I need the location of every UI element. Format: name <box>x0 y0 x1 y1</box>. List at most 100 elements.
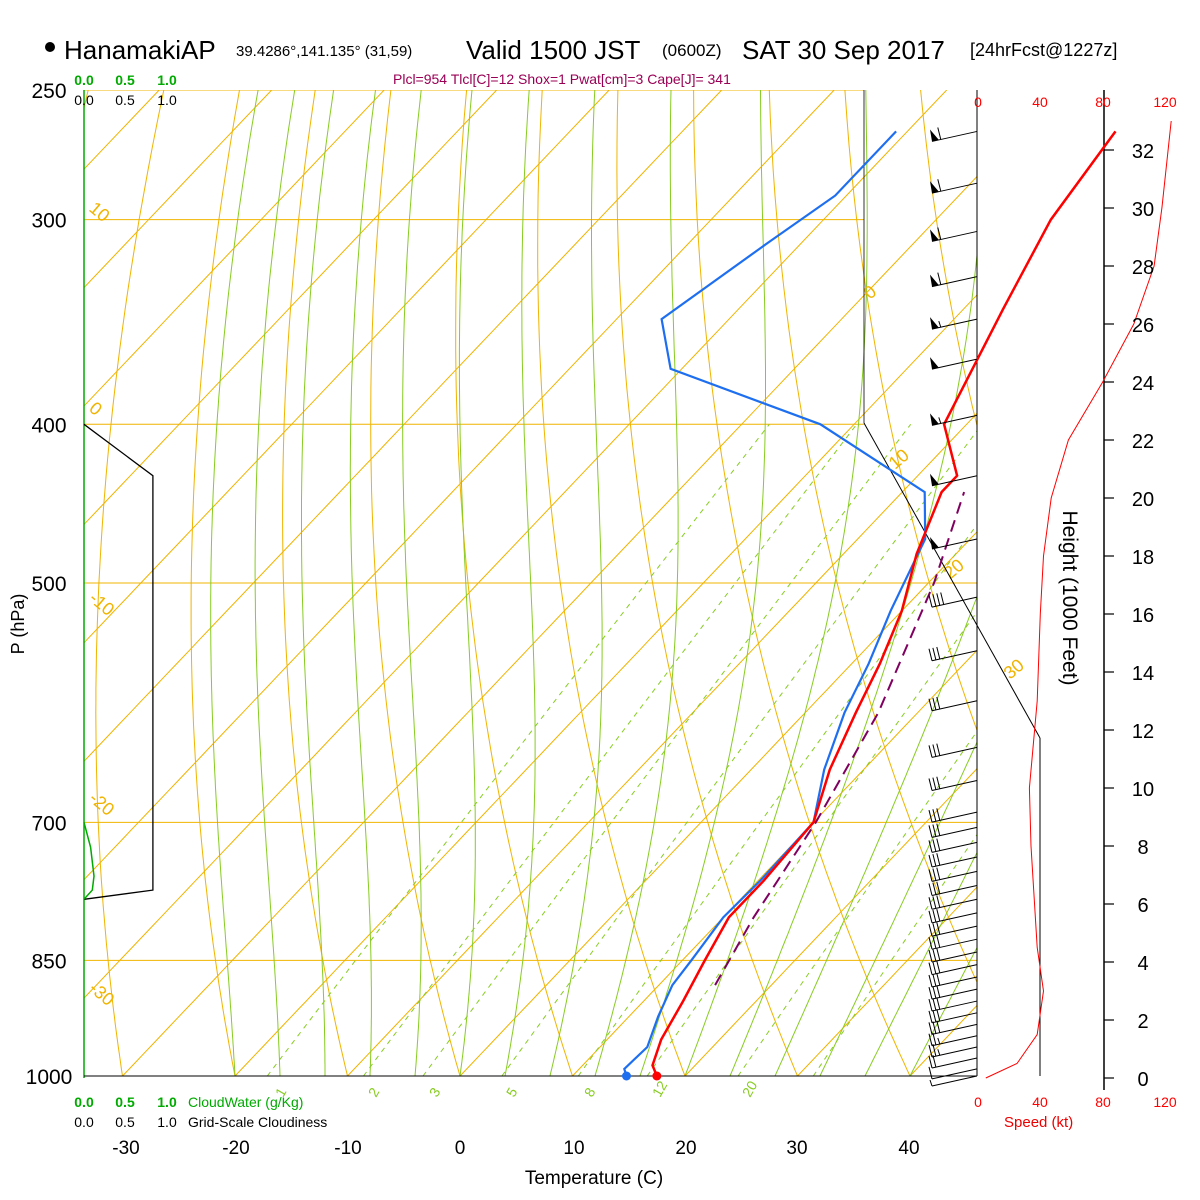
moist-adiabat-line <box>402 90 422 1077</box>
y-tick-label: 700 <box>31 812 66 835</box>
moist-adiabat-line <box>864 851 977 1077</box>
barb-full <box>936 646 941 660</box>
sounding-indices: Plcl=954 Tlcl[C]=12 Shox=1 Pwat[cm]=3 Ca… <box>393 71 731 87</box>
x-tick-label: 30 <box>786 1138 807 1159</box>
barb-full <box>936 593 941 606</box>
speed-tick-top: 40 <box>1032 94 1048 110</box>
isotherm-line <box>84 90 498 526</box>
height-tick-label: 22 <box>1132 431 1154 453</box>
height-tick-label: 12 <box>1132 721 1154 743</box>
wind-barb <box>928 808 978 823</box>
isotherm-line <box>572 649 977 1077</box>
dry-adiabat-line <box>95 90 165 1077</box>
wind-barb <box>928 935 978 950</box>
isotherm-line <box>84 90 723 763</box>
surface-dewpoint-dot <box>622 1071 631 1081</box>
valid-time: Valid 1500 JST <box>466 35 641 65</box>
mixing-ratio-line <box>577 523 977 1077</box>
barb-full <box>928 594 933 608</box>
y-tick-label: 500 <box>31 573 66 596</box>
barb-pennant <box>930 181 939 194</box>
wind-barb <box>930 179 978 194</box>
wind-barb <box>928 823 978 838</box>
profile-layer <box>83 120 1172 1081</box>
mixing-ratio-line <box>422 423 912 1077</box>
barb-full <box>928 937 933 950</box>
mixing-ratio-line <box>737 730 977 1077</box>
barb-full <box>932 839 937 852</box>
tick-labels: -30 -20 -10 0 10 20 30 402503004005007008501000… <box>26 72 1177 1159</box>
barb-full <box>936 922 941 935</box>
axis-titles: Temperature (C) P (hPa) Height (1000 Fee… <box>8 510 1081 1189</box>
barb-full <box>928 745 933 758</box>
height-tick-label: 24 <box>1132 373 1154 395</box>
wind-barb <box>930 272 978 288</box>
dry-adiabat-line <box>996 90 1200 1076</box>
barb-full <box>928 974 933 988</box>
barb-full <box>932 936 937 949</box>
wind-barbs <box>928 127 978 1087</box>
mini-scale-label: 0.0 <box>74 72 94 88</box>
wind-barb <box>928 838 978 853</box>
barb-full <box>928 924 933 937</box>
dry-adiabat-line <box>370 90 461 1077</box>
barb-full <box>928 698 933 711</box>
mini-scale-label: 1.0 <box>157 1114 177 1130</box>
height-axis-title: Height (1000 Feet) <box>1058 510 1081 685</box>
barb-full <box>936 838 941 851</box>
dry-adiabat-line <box>282 90 348 1077</box>
speed-tick-bottom: 80 <box>1095 1094 1111 1110</box>
height-tick-label: 30 <box>1132 199 1154 221</box>
y-axis-title: P (hPa) <box>8 594 28 655</box>
mixing-ratio-label: 2 <box>365 1085 383 1100</box>
dry-adiabat-line <box>190 90 240 1077</box>
wind-barb <box>928 973 978 988</box>
wind-barb <box>928 1043 978 1058</box>
dry-adiabat-line <box>844 90 977 732</box>
barb-full <box>928 825 933 838</box>
mini-scale-label: 0.5 <box>115 72 135 88</box>
barb-full <box>932 697 937 710</box>
barb-full <box>936 973 941 986</box>
wind-barb <box>928 985 978 1000</box>
mini-scale-label: 1.0 <box>157 1094 177 1110</box>
dry-adiabat-line <box>0 90 13 1076</box>
height-tick-label: 26 <box>1132 315 1154 337</box>
moist-adiabat-line <box>684 90 868 1077</box>
barb-full <box>928 1066 933 1079</box>
mixing-ratio-label: 8 <box>581 1085 599 1100</box>
isotherm-line <box>234 294 977 1077</box>
wind-barb <box>930 127 978 142</box>
barb-pennant <box>930 129 939 142</box>
height-tick-label: 14 <box>1132 663 1154 685</box>
station-name: HanamakiAP <box>64 35 216 65</box>
moist-adiabat-line <box>819 740 977 1077</box>
wind-barb <box>930 357 978 370</box>
isotherm-line <box>122 175 977 1077</box>
wind-barb <box>928 895 978 910</box>
barb-full <box>936 908 941 922</box>
moist-adiabat-line <box>504 90 536 1077</box>
wind-barb <box>928 997 978 1012</box>
wind-barb <box>928 646 978 662</box>
mini-scale-label: 0.0 <box>74 1114 94 1130</box>
mini-scale-label: 0.0 <box>74 92 94 108</box>
barb-staff <box>931 1057 978 1069</box>
wind-barb <box>928 881 978 896</box>
barb-full <box>932 824 937 837</box>
dry-adiabat-line <box>1072 90 1200 1076</box>
barb-full <box>928 910 933 923</box>
y-tick-label: 1000 <box>26 1066 73 1089</box>
wind-barb <box>928 743 978 758</box>
barb-full <box>936 985 941 998</box>
isotherm-line <box>84 90 610 644</box>
y-tick-label: 400 <box>31 414 66 437</box>
barb-full <box>932 1032 937 1046</box>
barb-full <box>932 594 937 607</box>
forecast-info: [24hrFcst@1227z] <box>970 40 1117 60</box>
mini-scale-label: 0.0 <box>74 1094 94 1110</box>
barb-full <box>928 1055 933 1069</box>
mixing-ratio-line <box>646 611 977 1077</box>
barb-full <box>932 868 937 881</box>
height-tick-label: 18 <box>1132 547 1154 569</box>
